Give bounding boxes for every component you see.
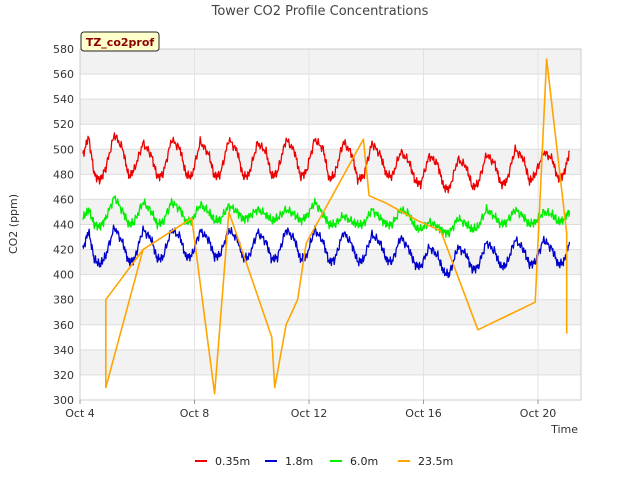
plot-frame	[79, 48, 582, 401]
y-axis-label: CO2 (ppm)	[7, 194, 20, 254]
plot-band	[80, 299, 581, 325]
y-tick-label: 520	[53, 118, 74, 131]
x-axis-label: Time	[550, 423, 578, 436]
tz-badge-box	[80, 31, 160, 52]
y-tick-label: 580	[53, 43, 74, 56]
series-line-0_35m	[82, 132, 571, 194]
y-tick-label: 340	[53, 344, 74, 357]
x-tick-label: Oct 12	[291, 407, 328, 420]
plot-band	[80, 349, 581, 375]
plot-band	[80, 224, 581, 250]
y-tick-label: 320	[53, 369, 74, 382]
legend: 0.35m 1.8m 6.0m 23.5m	[195, 455, 453, 468]
tz-badge: TZ_co2prof	[80, 31, 160, 52]
legend-label: 0.35m	[215, 455, 250, 468]
x-tick-label: Oct 16	[405, 407, 442, 420]
tz-badge-label: TZ_co2prof	[86, 36, 155, 49]
y-ticks: 300 320 340 360 380 400 420 440 460 480 500 520 540 5…	[53, 43, 74, 407]
plot-band	[80, 49, 581, 75]
y-tick-label: 440	[53, 219, 74, 232]
y-tick-label: 360	[53, 319, 74, 332]
x-tick-label: Oct 8	[180, 407, 210, 420]
y-tick-label: 380	[53, 294, 74, 307]
legend-label: 6.0m	[350, 455, 378, 468]
x-tick-label: Oct 20	[520, 407, 557, 420]
series-line-1_8m	[82, 224, 571, 279]
y-tick-label: 420	[53, 244, 74, 257]
plot-band	[80, 149, 581, 175]
legend-label: 1.8m	[285, 455, 313, 468]
y-tick-label: 460	[53, 193, 74, 206]
y-tick-label: 480	[53, 168, 74, 181]
series-line-6_0m	[82, 195, 571, 238]
series-line-23_5m	[105, 58, 568, 395]
y-tick-label: 540	[53, 93, 74, 106]
x-ticks: Oct 4 Oct 8 Oct 12 Oct 16 Oct 20	[65, 400, 556, 420]
plot-band	[80, 274, 581, 300]
plot-band	[80, 324, 581, 350]
plot-band	[80, 99, 581, 125]
legend-label: 23.5m	[418, 455, 453, 468]
y-tick-label: 560	[53, 68, 74, 81]
y-tick-label: 300	[53, 394, 74, 407]
plot-band	[80, 374, 581, 400]
y-tick-label: 500	[53, 143, 74, 156]
y-tick-label: 400	[53, 269, 74, 282]
x-tick-label: Oct 4	[65, 407, 95, 420]
chart-title: Tower CO2 Profile Concentrations	[211, 4, 429, 19]
plot-band	[80, 74, 581, 100]
series-lines	[82, 58, 571, 395]
plot-band	[80, 124, 581, 150]
